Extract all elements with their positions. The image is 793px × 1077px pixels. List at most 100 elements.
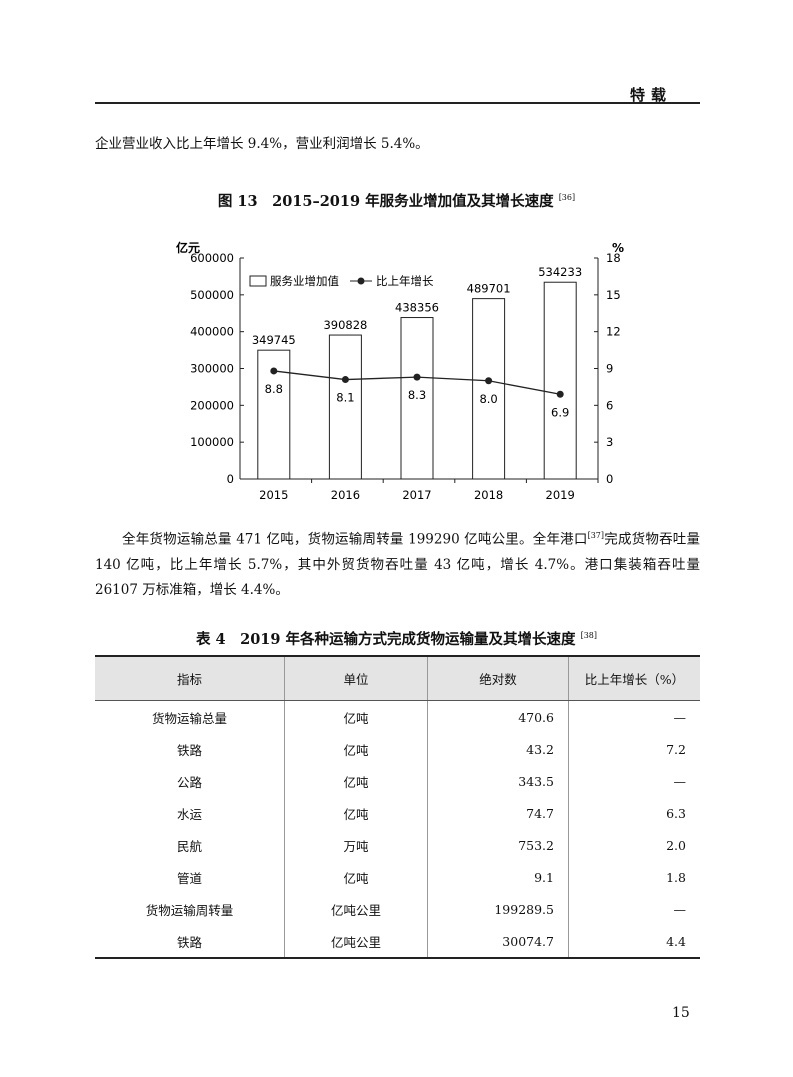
table-cell: 199289.5 <box>427 893 569 925</box>
footnote-ref: [36] <box>558 193 576 203</box>
growth-value-label: 8.8 <box>265 382 283 396</box>
growth-point <box>270 367 278 375</box>
table-row: 管道 亿吨 9.1 1.8 <box>95 861 700 893</box>
column-header: 比上年增长（%） <box>568 655 700 701</box>
table-cell: 亿吨 <box>284 733 428 765</box>
bar-value-label: 438356 <box>395 301 439 315</box>
table-cell: 9.1 <box>427 861 569 893</box>
right-tick-label: 9 <box>606 362 613 376</box>
table-cell: 7.2 <box>568 733 700 765</box>
bar-value-label: 390828 <box>323 318 367 332</box>
growth-point <box>413 373 421 381</box>
table-cell: 亿吨 <box>284 765 428 797</box>
right-tick-label: 3 <box>606 435 613 449</box>
table-cell: 2.0 <box>568 829 700 861</box>
table-cell: — <box>568 700 700 733</box>
column-header: 单位 <box>284 655 428 701</box>
paragraph: 企业营业收入比上年增长 9.4%，营业利润增长 5.4%。 <box>95 136 429 152</box>
right-tick-label: 6 <box>606 398 613 412</box>
growth-value-label: 8.3 <box>408 388 426 402</box>
bar <box>472 298 506 480</box>
left-tick-label: 500000 <box>190 288 234 302</box>
figure-title-text: 图 13 2015–2019 年服务业增加值及其增长速度 <box>217 193 554 210</box>
table-cell: 铁路 <box>176 742 202 758</box>
column-header: 绝对数 <box>427 655 569 701</box>
table-cell: 铁路 <box>95 925 285 959</box>
paragraph-text: 全年货物运输总量 471 亿吨，货物运输周转量 199290 亿吨公里。全年港口 <box>122 531 588 548</box>
legend-bar-label: 服务业增加值 <box>270 274 339 288</box>
table-row: 铁路 亿吨公里 30074.7 4.4 <box>95 925 700 959</box>
table-title: 表 4 2019 年各种运输方式完成货物运输量及其增长速度 [38] <box>0 628 793 649</box>
table-cell: 管道 <box>176 870 202 886</box>
right-axis-unit: % <box>612 241 624 255</box>
x-tick-label: 2019 <box>546 488 575 502</box>
right-tick-label: 18 <box>606 251 621 265</box>
table-cell: 6.3 <box>568 797 700 829</box>
table-cell: 343.5 <box>427 765 569 797</box>
left-tick-label: 400000 <box>190 325 234 339</box>
bar <box>543 281 577 480</box>
table-row: 货物运输周转量 亿吨公里 199289.5— <box>95 893 700 925</box>
footnote-ref: [37] <box>587 531 605 540</box>
right-tick-label: 0 <box>606 472 613 486</box>
left-tick-label: 300000 <box>190 362 234 376</box>
bar-value-label: 349745 <box>252 333 296 347</box>
left-tick-label: 600000 <box>190 251 234 265</box>
figure-title: 图 13 2015–2019 年服务业增加值及其增长速度 [36] <box>0 190 793 211</box>
column-header: 指标 <box>95 655 285 701</box>
bar-value-label: 489701 <box>467 282 511 296</box>
table-row: 铁路 亿吨 43.2 7.2 <box>95 733 700 765</box>
growth-value-label: 8.0 <box>479 392 497 406</box>
table-cell: 亿吨 <box>284 861 428 893</box>
table-cell: 亿吨公里 <box>284 925 428 959</box>
bar-value-label: 534233 <box>538 265 582 279</box>
table-cell: 亿吨公里 <box>284 893 428 925</box>
paragraph: 全年货物运输总量 471 亿吨，货物运输周转量 199290 亿吨公里。全年港口… <box>95 523 700 603</box>
table-cell: 30074.7 <box>427 925 569 959</box>
data-table: 指标 单位 绝对数 比上年增长（%） 货物运输总量 亿吨 470.6— 铁路 亿吨 43.… <box>95 655 700 959</box>
left-tick-label: 0 <box>227 472 234 486</box>
table-cell: 万吨 <box>284 829 428 861</box>
paragraph-text: 完成货物吞吐量 140 亿吨，比上年增长 5.7%，其中外贸货物吞吐量 43 亿… <box>95 531 701 598</box>
table-cell: 470.6 <box>427 700 569 733</box>
header-rule <box>95 102 700 104</box>
left-tick-label: 200000 <box>190 398 234 412</box>
chart: 0 100000 200000 300000 400000 500000 600000 0 3 6… <box>176 240 624 502</box>
table-row: 公路 亿吨 343.5— <box>95 765 700 797</box>
growth-point <box>556 390 564 398</box>
x-tick-label: 2018 <box>474 488 503 502</box>
table-cell: 亿吨 <box>284 700 428 733</box>
legend-bar-swatch <box>249 275 267 287</box>
table-cell: 1.8 <box>568 861 700 893</box>
table-cell: 亿吨 <box>284 797 428 829</box>
x-tick-label: 2015 <box>259 488 288 502</box>
right-tick-label: 15 <box>606 288 621 302</box>
right-tick-label: 12 <box>606 325 621 339</box>
table-cell: 货物运输总量 <box>151 710 227 726</box>
x-tick-label: 2016 <box>331 488 360 502</box>
section-header: 特载 <box>630 86 673 104</box>
left-axis-unit: 亿元 <box>176 240 200 255</box>
table-cell: 货物运输周转量 <box>145 902 234 918</box>
table-cell: 43.2 <box>427 733 569 765</box>
table-title-text: 表 4 2019 年各种运输方式完成货物运输量及其增长速度 <box>195 631 576 648</box>
table-cell: 水运 <box>176 806 202 822</box>
growth-point <box>485 377 493 385</box>
x-tick-label: 2017 <box>402 488 431 502</box>
growth-value-label: 8.1 <box>336 391 354 405</box>
legend-line-marker <box>357 277 365 285</box>
growth-point <box>341 376 349 384</box>
table-row: 民航 万吨 753.2 2.0 <box>95 829 700 861</box>
growth-value-label: 6.9 <box>551 405 569 419</box>
table-cell: 公路 <box>176 774 202 790</box>
table-cell: 74.7 <box>427 797 569 829</box>
footnote-ref: [38] <box>580 631 598 641</box>
bar <box>400 317 434 480</box>
table-cell: — <box>568 893 700 925</box>
table-cell: 4.4 <box>568 925 700 959</box>
legend-line-label: 比上年增长 <box>376 274 434 288</box>
table-row: 水运 亿吨 74.7 6.3 <box>95 797 700 829</box>
page-number: 15 <box>672 1005 690 1021</box>
bar <box>328 334 362 480</box>
